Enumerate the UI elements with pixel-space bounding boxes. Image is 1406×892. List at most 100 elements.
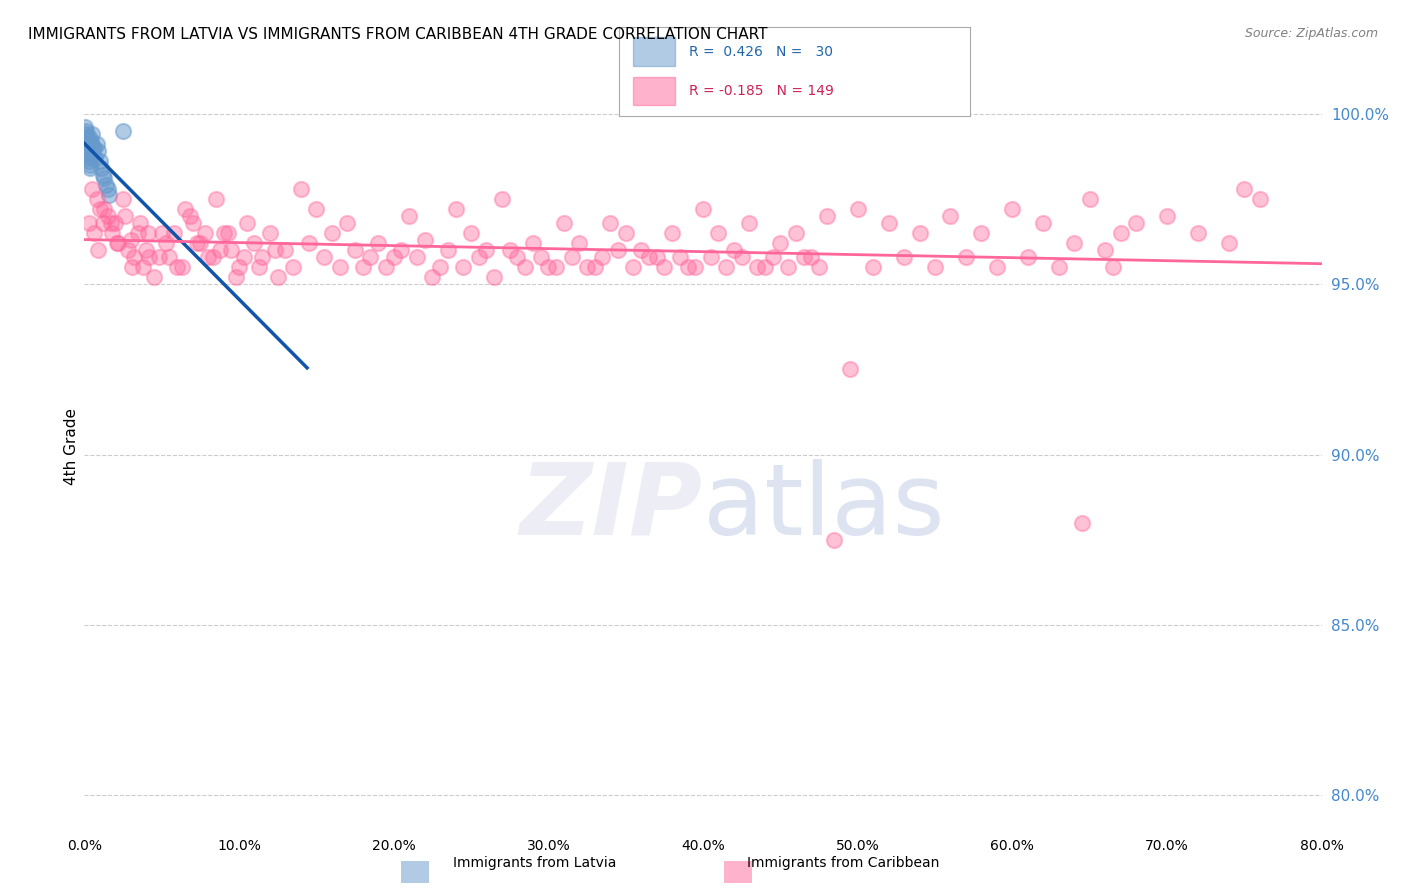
Point [76,134,98,148]
Point [506,250,529,264]
Point [86,192,108,206]
Point [112,192,135,206]
Point [79,137,101,152]
Point [808,260,831,274]
Point [676,260,699,274]
Point [82,127,104,141]
Point [114,209,136,223]
Point [546,260,568,274]
Point [970,226,993,240]
Point [135,243,157,257]
Point [1125,216,1147,230]
Point [1218,236,1240,251]
Point [529,250,551,264]
Point [86,137,108,152]
Point [747,260,769,274]
Point [87,144,110,158]
Point [638,250,661,264]
Point [79,154,101,169]
Point [499,243,522,257]
Point [877,216,900,230]
Point [406,250,429,264]
Point [484,270,506,285]
Point [576,260,599,274]
Point [1156,209,1178,223]
Point [1071,516,1094,530]
Point [150,226,173,240]
Point [121,260,143,274]
Point [197,250,219,264]
Point [329,260,352,274]
Point [422,270,444,285]
Point [336,216,359,230]
Point [77,151,100,165]
Point [221,243,243,257]
Point [522,236,544,251]
Point [731,250,754,264]
Point [209,243,232,257]
Point [112,123,135,137]
Point [321,226,343,240]
Point [583,260,606,274]
Point [1109,226,1132,240]
Point [762,250,785,264]
Point [132,260,155,274]
Point [232,250,254,264]
Point [170,260,193,274]
Point [181,216,204,230]
Point [560,250,583,264]
Point [778,260,800,274]
Point [122,250,145,264]
Point [838,362,860,376]
Point [908,226,931,240]
Point [84,151,107,165]
Point [669,250,692,264]
Point [1249,192,1271,206]
Point [723,243,745,257]
Point [174,202,197,216]
Point [281,260,305,274]
Point [75,130,97,145]
Point [924,260,946,274]
Point [453,260,475,274]
Text: Immigrants from Latvia: Immigrants from Latvia [453,855,616,870]
Point [754,260,776,274]
Point [475,243,498,257]
Point [98,188,121,202]
Point [148,250,170,264]
Point [1001,202,1024,216]
Point [76,137,98,152]
Point [96,181,118,195]
Point [862,260,884,274]
Point [263,243,285,257]
Point [129,216,152,230]
Point [391,243,413,257]
FancyBboxPatch shape [633,37,675,66]
Text: Immigrants from Caribbean: Immigrants from Caribbean [748,855,939,870]
Point [1094,243,1116,257]
Point [225,270,247,285]
Point [205,192,228,206]
Point [707,226,730,240]
Text: Source: ZipAtlas.com: Source: ZipAtlas.com [1244,27,1378,40]
Point [800,250,823,264]
Point [87,243,110,257]
Point [90,161,112,175]
Point [344,243,367,257]
Point [607,243,630,257]
Text: R = -0.185   N = 149: R = -0.185 N = 149 [689,84,834,98]
Text: R =  0.426   N =   30: R = 0.426 N = 30 [689,45,832,59]
Point [599,216,621,230]
Point [685,260,707,274]
Point [1017,250,1039,264]
Point [82,181,104,195]
Point [83,226,105,240]
Point [1187,226,1209,240]
Point [186,236,208,251]
Point [491,192,513,206]
Point [630,243,652,257]
Point [785,226,807,240]
Point [217,226,239,240]
Point [645,250,668,264]
Point [468,250,491,264]
